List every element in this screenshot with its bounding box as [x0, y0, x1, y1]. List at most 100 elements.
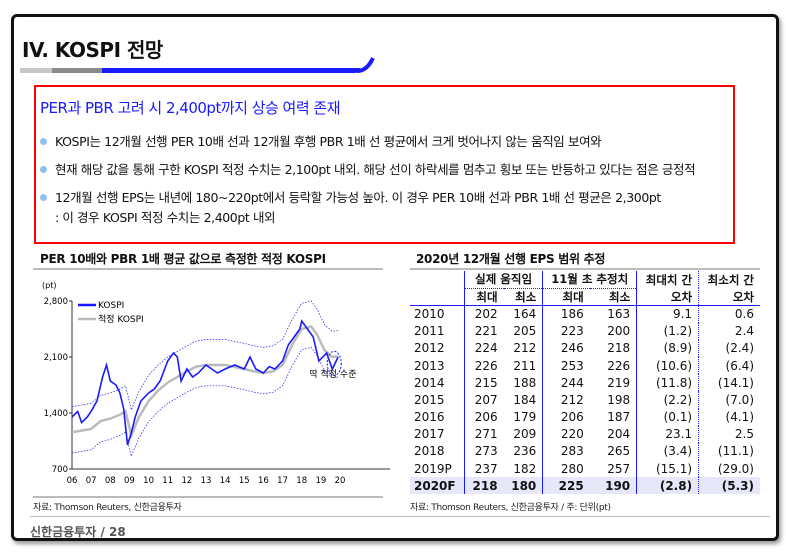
- table-cell: 163: [607, 307, 631, 322]
- y-tick-label: 700: [52, 465, 68, 475]
- x-tick-label: 18: [296, 476, 307, 486]
- table-title: 2020년 12개월 선행 EPS 범위 추정: [416, 252, 606, 266]
- table-cell: 204: [607, 427, 631, 442]
- table-cell: 219: [607, 375, 631, 390]
- chart-source: 자료: Thomson Reuters, 신한금융투자: [33, 503, 182, 513]
- x-tick-label: 07: [86, 476, 97, 486]
- table-cell: (8.9): [636, 339, 699, 357]
- table-cell: 2.4: [698, 322, 760, 340]
- table-cell: 215: [463, 374, 504, 392]
- table-cell: 212: [542, 391, 590, 409]
- subheader: 최소: [515, 289, 537, 304]
- table-cell: 2012: [414, 341, 445, 356]
- upper-band-line: [71, 300, 339, 411]
- x-tick-label: 20: [335, 476, 346, 486]
- table-cell: 180: [503, 477, 543, 495]
- table-cell: 226: [607, 358, 631, 373]
- x-tick-label: 08: [105, 476, 116, 486]
- table-row: 2017 271 209 220 204 23.1 2.5: [410, 425, 760, 443]
- table-cell: 211: [513, 358, 537, 373]
- table-cell: 221: [463, 322, 504, 340]
- table-cell: 2018: [414, 444, 445, 459]
- table-cell: 2.5: [698, 425, 760, 443]
- table-cell: 202: [463, 305, 504, 323]
- highlight-circle: [326, 350, 342, 376]
- header-min-diff: 최소치 간: [698, 271, 760, 289]
- table-cell: (11.8): [636, 374, 699, 392]
- table-cell: 257: [607, 461, 631, 476]
- table-cell: 207: [463, 391, 504, 409]
- divider: [33, 268, 383, 270]
- table-row: 2014 215 188 244 219 (11.8) (14.1): [410, 374, 760, 392]
- table-cell: 2017: [414, 427, 445, 442]
- table-cell: 2011: [414, 324, 445, 339]
- title-underline-blue: [102, 68, 360, 73]
- table-cell: 246: [542, 339, 590, 357]
- table-cell: 224: [463, 339, 504, 357]
- bullet-3: 12개월 선행 EPS는 내년에 180~220pt에서 등락할 가능성 높아.…: [40, 187, 661, 206]
- divider: [33, 496, 383, 498]
- table-cell: 212: [513, 341, 537, 356]
- table-cell: 244: [542, 374, 590, 392]
- table-cell: 2020F: [410, 477, 465, 495]
- title-underline-curve: [356, 57, 375, 73]
- table-row: 2019P 237 182 280 257 (15.1) (29.0): [410, 460, 760, 478]
- table-cell: 164: [513, 307, 537, 322]
- table-row: 2011 221 205 223 200 (1.2) 2.4: [410, 322, 760, 340]
- table-cell: 205: [513, 324, 537, 339]
- footer-divider: [30, 516, 770, 517]
- table-cell: 2016: [414, 410, 445, 425]
- table-cell: 198: [607, 392, 631, 407]
- x-tick-label: 11: [162, 476, 173, 486]
- table-cell: (1.2): [636, 322, 699, 340]
- bullet-3-cont: : 이 경우 KOSPI 적정 수치는 2,400pt 내외: [55, 210, 276, 225]
- table-row: 2016 206 179 206 187 (0.1) (4.1): [410, 408, 760, 426]
- bullet-dot-icon: [40, 166, 47, 173]
- table-cell: 206: [463, 408, 504, 426]
- x-tick-label: 12: [181, 476, 192, 486]
- table-row: 2010 202 164 186 163 9.1 0.6: [410, 305, 760, 323]
- table-cell: 2019P: [414, 461, 452, 476]
- x-tick-label: 19: [315, 476, 326, 486]
- table-cell: 223: [542, 322, 590, 340]
- header-max-diff: 최대치 간: [636, 271, 699, 289]
- bullet-dot-icon: [40, 138, 47, 145]
- lower-band-line: [71, 347, 339, 458]
- bullet-dot-icon: [40, 194, 47, 201]
- table-cell: 283: [542, 442, 590, 461]
- summary-headline: PER과 PBR 고려 시 2,400pt까지 상승 여력 존재: [40, 99, 341, 117]
- table-row: 2012 224 212 246 218 (8.9) (2.4): [410, 339, 760, 357]
- annotation: 딱 적정 수준: [309, 368, 356, 380]
- table-cell: 23.1: [636, 425, 699, 443]
- table-cell: 225: [542, 477, 590, 495]
- page-title: IV. KOSPI 전망: [22, 38, 163, 62]
- table-row: 2015 207 184 212 198 (2.2) (7.0): [410, 391, 760, 409]
- table-cell: 200: [607, 324, 631, 339]
- x-tick-label: 10: [143, 476, 154, 486]
- table-cell: 0.6: [698, 305, 760, 323]
- table-cell: 226: [463, 356, 504, 375]
- table-cell: (2.2): [636, 391, 699, 409]
- table-cell: 2013: [414, 358, 445, 373]
- table-cell: 271: [463, 425, 504, 443]
- table-row: 2020F 218 180 225 190 (2.8) (5.3): [410, 477, 760, 495]
- table-cell: 265: [607, 444, 631, 459]
- subheader: 최대: [542, 288, 590, 306]
- header-blank: [410, 271, 464, 288]
- table-row: 2013 226 211 253 226 (10.6) (6.4): [410, 356, 760, 375]
- chart-title: PER 10배와 PBR 1배 평균 값으로 측정한 적정 KOSPI: [40, 252, 326, 266]
- table-cell: 2014: [414, 375, 445, 390]
- table-cell: (29.0): [698, 460, 760, 478]
- eps-table: 실제 움직임 11월 초 추정치 최대치 간 최소치 간 최대 최소 최대 최소…: [410, 271, 760, 495]
- x-tick-label: 09: [124, 476, 135, 486]
- table-cell: 184: [513, 392, 537, 407]
- table-cell: (2.8): [636, 477, 699, 495]
- table-cell: 9.1: [636, 305, 699, 323]
- y-axis-label: (pt): [42, 281, 56, 290]
- table-cell: 218: [463, 477, 504, 495]
- table-cell: (11.1): [698, 442, 760, 461]
- subheader: 오차: [636, 288, 699, 306]
- page-number: / 28: [100, 525, 126, 539]
- header-actual: 실제 움직임: [463, 271, 543, 289]
- table-cell: 280: [542, 460, 590, 478]
